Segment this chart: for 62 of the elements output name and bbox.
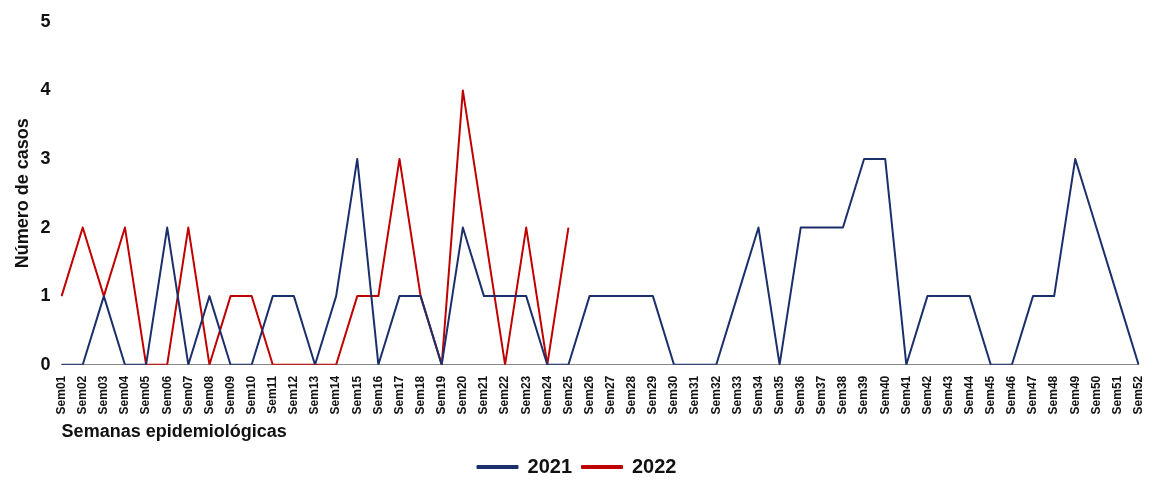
x-tick-label: Sem19 [434, 375, 449, 415]
x-tick-label: Sem05 [138, 375, 153, 415]
x-tick-label: Sem27 [602, 375, 617, 415]
x-tick-label: Sem36 [793, 375, 808, 415]
x-tick-label: Sem16 [370, 375, 385, 415]
x-tick-label: Sem33 [729, 375, 744, 415]
x-tick-label: Sem09 [222, 375, 237, 415]
y-tick-label: 5 [40, 10, 51, 31]
x-tick-label: Sem38 [835, 375, 850, 415]
x-tick-label: Sem11 [265, 375, 280, 414]
x-tick-label: Sem08 [201, 375, 216, 415]
x-tick-label: Sem51 [1109, 375, 1124, 415]
x-tick-label: Sem42 [919, 375, 934, 415]
x-tick-label: Sem37 [814, 375, 829, 415]
x-tick-label: Sem25 [560, 375, 575, 415]
x-tick-label: Sem07 [180, 375, 195, 415]
x-tick-label: Sem47 [1025, 375, 1040, 415]
x-tick-label: Sem49 [1067, 375, 1082, 415]
x-tick-label: Sem29 [645, 375, 660, 415]
x-tick-label: Sem06 [159, 375, 174, 415]
x-tick-label: Sem02 [75, 375, 90, 415]
y-axis-title: Número de casos [11, 118, 32, 269]
x-tick-label: Sem31 [687, 375, 702, 415]
x-tick-label: Sem46 [1004, 375, 1019, 415]
x-tick-label: Sem41 [898, 375, 913, 415]
x-tick-label: Sem21 [476, 375, 491, 415]
x-tick-label: Sem24 [539, 375, 554, 415]
x-tick-label: Sem52 [1130, 375, 1145, 415]
x-tick-label: Sem01 [53, 375, 68, 415]
x-tick-label: Sem32 [708, 375, 723, 415]
legend-label: 2022 [632, 454, 677, 477]
x-tick-label: Sem12 [286, 375, 301, 415]
y-tick-label: 2 [40, 216, 51, 237]
x-tick-label: Sem50 [1088, 375, 1103, 415]
x-tick-label: Sem34 [750, 375, 765, 415]
x-tick-label: Sem28 [624, 375, 639, 415]
x-tick-label: Sem26 [581, 375, 596, 415]
x-tick-label: Sem45 [983, 375, 998, 415]
x-tick-label: Sem20 [455, 375, 470, 415]
x-tick-label: Sem18 [412, 375, 427, 415]
x-tick-label: Sem03 [96, 375, 111, 415]
x-tick-label: Sem39 [856, 375, 871, 415]
x-tick-label: Sem14 [328, 375, 343, 415]
x-tick-label: Sem17 [391, 375, 406, 415]
x-tick-label: Sem22 [497, 375, 512, 415]
y-tick-label: 3 [40, 147, 51, 168]
x-tick-label: Sem44 [961, 375, 976, 415]
x-tick-label: Sem10 [243, 375, 258, 415]
x-tick-label: Sem04 [117, 375, 132, 415]
x-tick-label: Sem40 [877, 375, 892, 415]
y-tick-label: 4 [40, 79, 51, 100]
legend-label: 2021 [527, 454, 573, 477]
x-axis-title: Semanas epidemiológicas [61, 421, 287, 442]
x-tick-label: Sem35 [771, 375, 786, 415]
x-tick-label: Sem13 [307, 375, 322, 415]
x-tick-label: Sem48 [1046, 375, 1061, 415]
x-tick-label: Sem23 [518, 375, 533, 415]
x-tick-label: Sem43 [940, 375, 955, 415]
x-tick-label: Sem15 [349, 375, 364, 415]
y-tick-label: 0 [40, 353, 51, 374]
y-tick-label: 1 [40, 285, 51, 306]
x-tick-label: Sem30 [666, 375, 681, 415]
